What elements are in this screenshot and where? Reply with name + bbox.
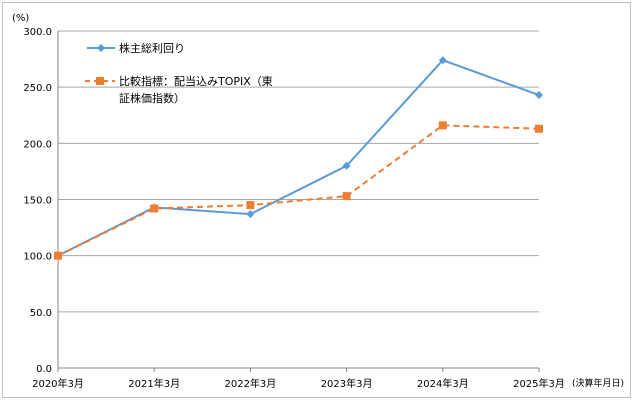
axes — [57, 31, 539, 369]
series-line-1 — [57, 124, 540, 257]
x-tick-label: 2022年3月 — [224, 377, 276, 390]
x-tick-label: 2024年3月 — [417, 377, 469, 390]
x-tick-label: 2023年3月 — [321, 377, 373, 390]
y-tick-label: 100.0 — [23, 252, 52, 263]
data-point-square — [54, 251, 62, 260]
data-point-square — [246, 201, 255, 210]
x-axis-note: (決算年月日) — [572, 377, 624, 389]
y-tick-label: 150.0 — [23, 196, 52, 207]
x-tick-label: 2021年3月 — [128, 377, 180, 390]
data-point-diamond — [342, 161, 351, 170]
data-point-square — [150, 204, 159, 213]
legend-label-topix-line1: 比較指標：配当込みTOPIX（東 — [119, 74, 273, 88]
legend-marker-square — [96, 77, 104, 85]
data-point-diamond — [246, 210, 255, 219]
y-tick-label: 200.0 — [23, 139, 52, 150]
y-tick-label: 300.0 — [23, 27, 52, 38]
data-point-diamond — [535, 91, 543, 100]
y-tick-label: 250.0 — [23, 83, 52, 94]
series-group — [54, 56, 543, 260]
y-tick-labels: 0.0 50.0 100.0 150.0 200.0 250.0 300.0 — [23, 27, 52, 375]
x-tick-label: 2020年3月 — [32, 377, 84, 390]
series-line-0 — [57, 59, 540, 257]
data-point-square — [438, 121, 447, 130]
y-tick-label: 50.0 — [30, 308, 52, 319]
legend-label-topix-line2: 証株価指数） — [119, 91, 185, 105]
legend-label-total-return: 株主総利回り — [119, 41, 185, 55]
data-point-square — [535, 124, 543, 133]
x-tick-label: 2025年3月 — [513, 377, 565, 390]
gridlines — [58, 30, 539, 313]
legend-marker-diamond — [97, 44, 105, 52]
data-point-diamond — [438, 56, 447, 65]
y-tick-label: 0.0 — [36, 364, 52, 375]
y-unit-label: (%) — [12, 13, 29, 24]
x-tick-labels: 2020年3月 2021年3月 2022年3月 2023年3月 2024年3月 2025年… — [32, 368, 565, 390]
legend: 株主総利回り 比較指標：配当込みTOPIX（東 証株価指数） — [85, 41, 273, 105]
data-point-square — [342, 192, 351, 201]
